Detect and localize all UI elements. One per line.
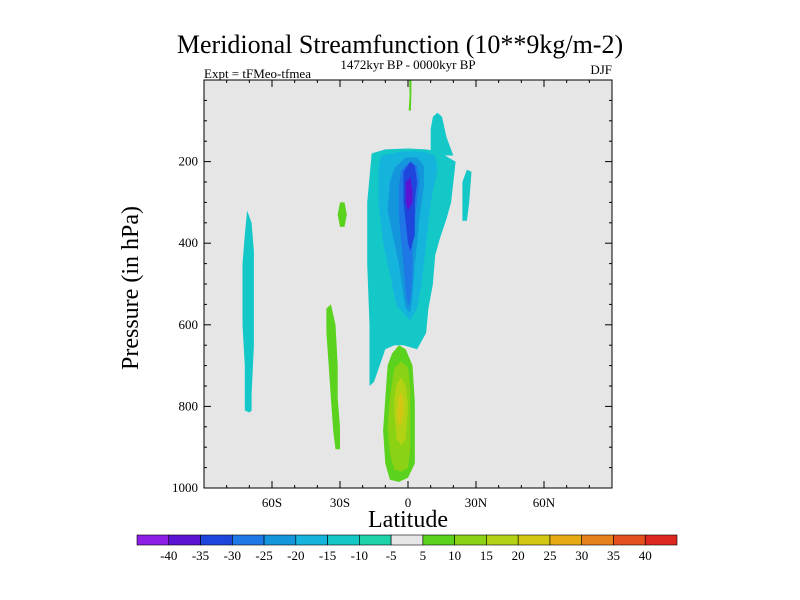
x-tick-label: 30N bbox=[465, 495, 488, 510]
colorbar-label: -30 bbox=[224, 548, 241, 563]
contour-region-neg-10-left bbox=[242, 210, 254, 413]
colorbar-swatch bbox=[644, 534, 678, 546]
y-tick-label: 600 bbox=[179, 317, 199, 332]
colorbar-swatch bbox=[486, 534, 519, 546]
colorbar-swatch bbox=[390, 534, 424, 546]
colorbar-swatch bbox=[295, 534, 328, 546]
colorbar-swatch bbox=[263, 534, 297, 546]
period-label: 1472kyr BP - 0000kyr BP bbox=[340, 57, 475, 72]
contour-region-neg-10-right bbox=[462, 169, 472, 221]
colorbar-label: -15 bbox=[319, 548, 336, 563]
colorbar-label: 5 bbox=[420, 548, 427, 563]
colorbar-swatch bbox=[517, 534, 551, 546]
plot-area: 60S 30S 0 30N 60N 200 400 600 800 1000 bbox=[172, 79, 613, 510]
colorbar-swatch bbox=[422, 534, 455, 546]
colorbar-swatch bbox=[231, 534, 265, 546]
chart-title: Meridional Streamfunction (10**9kg/m-2) bbox=[177, 30, 623, 59]
colorbar-label: -5 bbox=[386, 548, 397, 563]
y-tick-label: 400 bbox=[179, 235, 199, 250]
colorbar-label: -20 bbox=[287, 548, 304, 563]
colorbar-swatch bbox=[200, 534, 233, 546]
contour-regions bbox=[242, 80, 472, 482]
contour-region-pos-5 bbox=[408, 80, 412, 111]
season-label: DJF bbox=[590, 62, 612, 77]
colorbar-label: -40 bbox=[160, 548, 177, 563]
contour-region-neg-35 bbox=[405, 177, 413, 211]
colorbar-swatch bbox=[454, 534, 487, 546]
colorbar-swatch bbox=[549, 534, 583, 546]
colorbar-swatch bbox=[581, 534, 614, 546]
x-tick-label: 30S bbox=[330, 495, 350, 510]
colorbar-label: -10 bbox=[351, 548, 368, 563]
colorbar-label: 20 bbox=[512, 548, 525, 563]
y-tick-label: 200 bbox=[179, 154, 199, 169]
y-tick-label: 800 bbox=[179, 398, 199, 413]
x-axis-label: Latitude bbox=[368, 507, 448, 533]
x-tick-label: 60S bbox=[262, 495, 282, 510]
contour-region-neg-10-spike bbox=[430, 112, 454, 156]
colorbar-label: -25 bbox=[255, 548, 272, 563]
y-tick-label: 1000 bbox=[172, 480, 198, 495]
colorbar-swatch bbox=[136, 534, 170, 546]
x-tick-label: 60N bbox=[533, 495, 556, 510]
colorbar-label: -35 bbox=[192, 548, 209, 563]
colorbar-label: 10 bbox=[448, 548, 461, 563]
colorbar-swatch bbox=[359, 534, 392, 546]
colorbar-label: 15 bbox=[480, 548, 493, 563]
colorbar-swatch bbox=[613, 534, 646, 546]
colorbar-label: 30 bbox=[575, 548, 588, 563]
y-axis-label: Pressure (in hPa) bbox=[118, 206, 144, 370]
colorbar-swatch bbox=[327, 534, 360, 546]
x-axis-ticks: 60S 30S 0 30N 60N bbox=[226, 80, 590, 510]
y-axis-ticks: 200 400 600 800 1000 bbox=[172, 99, 612, 495]
colorbar-label: 25 bbox=[543, 548, 556, 563]
colorbar: -40 -35 -30 -25 -20 -15 -10 -5 5 10 15 20 25 30 35 40 bbox=[136, 534, 678, 563]
contour-region-pos-5-mid bbox=[337, 202, 347, 227]
experiment-label: Expt = tFMeo-tfmea bbox=[204, 66, 311, 81]
colorbar-label: 35 bbox=[607, 548, 620, 563]
x-tick-label: 0 bbox=[405, 495, 412, 510]
colorbar-label: 40 bbox=[639, 548, 652, 563]
contour-region-pos-5-low bbox=[326, 304, 340, 450]
contour-region-pos-20 bbox=[396, 392, 404, 425]
colorbar-swatch bbox=[168, 534, 201, 546]
